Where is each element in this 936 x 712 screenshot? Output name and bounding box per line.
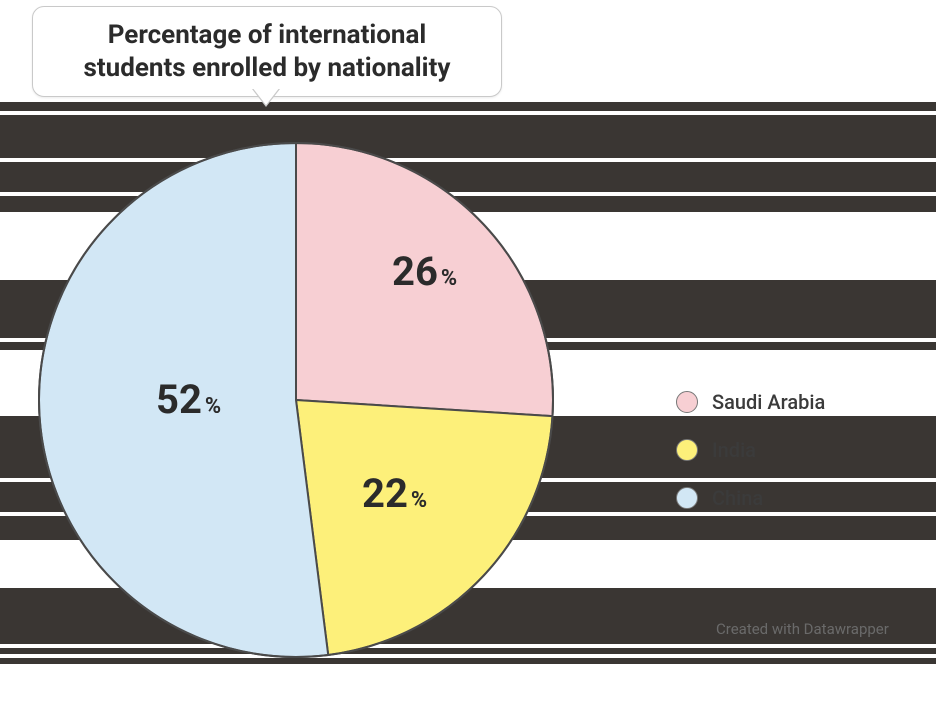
slice-value: 26 [392,248,438,295]
background-stripe [0,658,936,664]
percent-sign: % [205,394,221,419]
attribution-text: Created with Datawrapper [716,620,889,638]
slice-value-label: 22% [362,470,427,517]
percent-sign: % [441,266,457,291]
legend-item: India [676,438,825,462]
percent-sign: % [411,488,427,513]
chart-title-tail-inner [252,87,280,105]
slice-value-label: 26% [392,248,457,295]
chart-title-bubble: Percentage of international students enr… [32,6,502,97]
legend-item: Saudi Arabia [676,390,825,414]
slice-value: 22 [362,470,408,517]
legend-swatch [676,487,698,509]
chart-title-line2: students enrolled by nationality [55,52,479,85]
background-stripe [0,102,936,111]
legend-swatch [676,439,698,461]
legend-label: Saudi Arabia [712,390,825,414]
chart-title-line1: Percentage of international [55,19,479,52]
legend-label: China [712,486,763,510]
slice-value-label: 52% [156,376,221,423]
attribution: Created with Datawrapper [716,620,889,638]
legend-label: India [712,438,756,462]
slice-value: 52 [156,376,202,423]
pie-slice [296,400,552,655]
legend-item: China [676,486,825,510]
pie-chart [38,142,554,658]
legend: Saudi Arabia India China [676,390,825,534]
legend-swatch [676,391,698,413]
